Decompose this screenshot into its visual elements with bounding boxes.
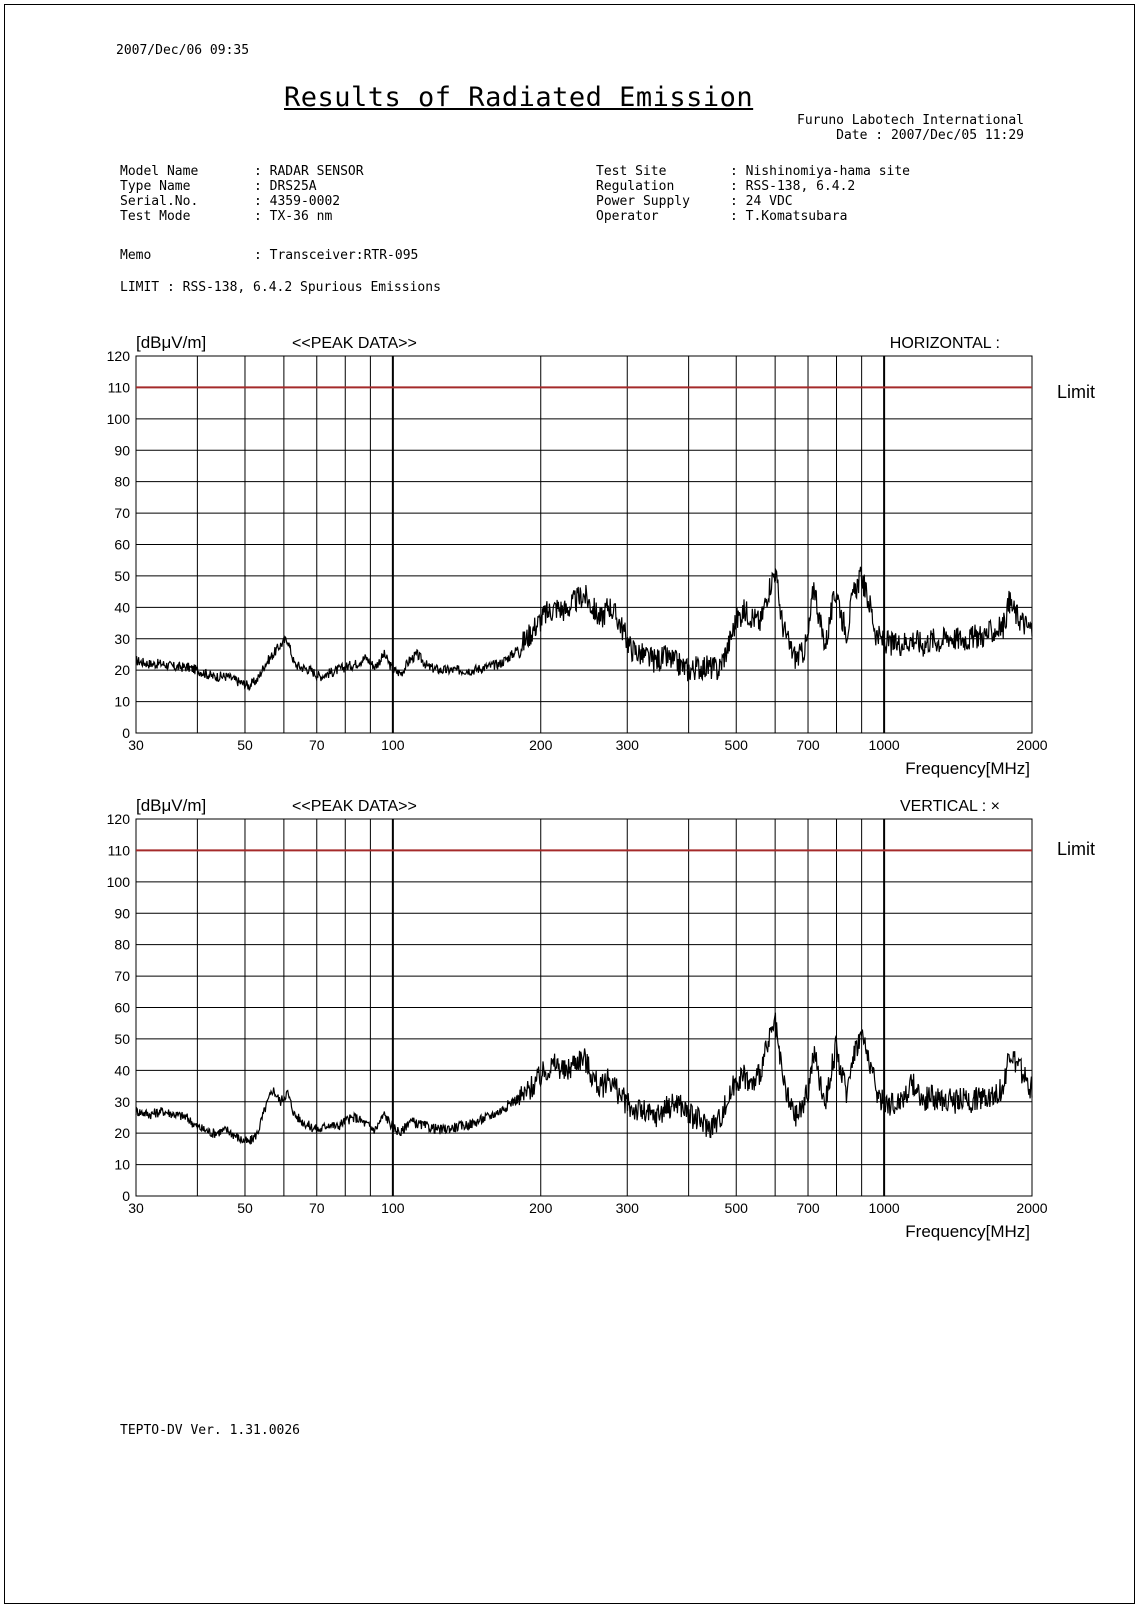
y-tick-label: 10 bbox=[114, 694, 130, 710]
x-tick-label: 1000 bbox=[869, 737, 900, 753]
company-name: Furuno Labotech International bbox=[797, 113, 1024, 128]
chart-data-label: <<PEAK DATA>> bbox=[292, 335, 417, 352]
y-tick-label: 90 bbox=[114, 905, 130, 921]
x-tick-label: 500 bbox=[725, 737, 749, 753]
y-tick-label: 100 bbox=[107, 411, 131, 427]
x-tick-label: 300 bbox=[616, 737, 640, 753]
chart-polarization: VERTICAL : × bbox=[900, 798, 1000, 815]
y-tick-label: 90 bbox=[114, 442, 130, 458]
y-tick-label: 20 bbox=[114, 1125, 130, 1141]
y-tick-label: 40 bbox=[114, 599, 130, 615]
y-tick-label: 70 bbox=[114, 505, 130, 521]
page-border bbox=[4, 4, 1135, 1604]
report-title: Results of Radiated Emission bbox=[284, 82, 754, 113]
y-tick-label: 50 bbox=[114, 568, 130, 584]
x-tick-label: 50 bbox=[237, 737, 253, 753]
y-tick-label: 80 bbox=[114, 474, 130, 490]
info-value: : DRS25A bbox=[254, 179, 317, 194]
chart-unit-label: [dBμV/m] bbox=[136, 796, 206, 815]
y-tick-label: 60 bbox=[114, 537, 130, 553]
memo-row: Memo : Transceiver:RTR-095 bbox=[120, 248, 418, 263]
y-tick-label: 120 bbox=[107, 811, 131, 827]
chart-x-label: Frequency[MHz] bbox=[905, 759, 1030, 778]
x-tick-label: 70 bbox=[309, 1200, 325, 1216]
y-tick-label: 30 bbox=[114, 631, 130, 647]
chart-data-label: <<PEAK DATA>> bbox=[292, 798, 417, 815]
y-tick-label: 70 bbox=[114, 968, 130, 984]
info-row: Memo : Transceiver:RTR-095 bbox=[120, 248, 418, 263]
info-row: Type Name : DRS25A bbox=[120, 179, 364, 194]
info-value: : TX-36 nm bbox=[254, 209, 333, 224]
x-tick-label: 700 bbox=[796, 1200, 820, 1216]
info-label: Operator bbox=[596, 209, 659, 224]
report-timestamp: 2007/Dec/06 09:35 bbox=[116, 43, 250, 58]
x-tick-label: 500 bbox=[725, 1200, 749, 1216]
memo-value: : Transceiver:RTR-095 bbox=[254, 248, 419, 263]
info-value: : 4359-0002 bbox=[254, 194, 341, 209]
info-value: : RSS-138, 6.4.2 bbox=[730, 179, 856, 194]
y-tick-label: 40 bbox=[114, 1062, 130, 1078]
y-tick-label: 110 bbox=[108, 842, 131, 858]
info-value: : T.Komatsubara bbox=[730, 209, 848, 224]
limit-label: Limit bbox=[1057, 839, 1095, 859]
y-tick-label: 60 bbox=[114, 1000, 130, 1016]
x-tick-label: 30 bbox=[128, 1200, 144, 1216]
info-row: Test Mode : TX-36 nm bbox=[120, 209, 364, 224]
info-right: Test Site : Nishinomiya-hama site Regulat… bbox=[596, 164, 910, 224]
limit-label: Limit bbox=[1057, 382, 1095, 402]
info-row: Model Name : RADAR SENSOR bbox=[120, 164, 364, 179]
info-row: Serial.No. : 4359-0002 bbox=[120, 194, 364, 209]
info-row: Test Site : Nishinomiya-hama site bbox=[596, 164, 910, 179]
x-tick-label: 200 bbox=[529, 1200, 553, 1216]
x-tick-label: 1000 bbox=[869, 1200, 900, 1216]
chart-unit-label: [dBμV/m] bbox=[136, 333, 206, 352]
y-tick-label: 120 bbox=[107, 348, 131, 364]
y-tick-label: 80 bbox=[114, 937, 130, 953]
chart-vertical: [dBμV/m] <<PEAK DATA>> VERTICAL : × Freq… bbox=[107, 796, 1095, 1241]
info-row: Regulation : RSS-138, 6.4.2 bbox=[596, 179, 910, 194]
chart-horizontal: [dBμV/m] <<PEAK DATA>> HORIZONTAL : Freq… bbox=[107, 333, 1095, 778]
x-tick-label: 30 bbox=[128, 737, 144, 753]
info-value: : Nishinomiya-hama site bbox=[730, 164, 911, 179]
report-date: Date : 2007/Dec/05 11:29 bbox=[836, 128, 1024, 143]
emission-trace bbox=[135, 566, 1033, 692]
chart-x-label: Frequency[MHz] bbox=[905, 1222, 1030, 1241]
x-tick-label: 100 bbox=[381, 1200, 405, 1216]
memo-label: Memo bbox=[120, 248, 152, 263]
x-tick-label: 300 bbox=[616, 1200, 640, 1216]
info-left: Model Name : RADAR SENSOR Type Name : DRS2… bbox=[120, 164, 364, 224]
limit-description: LIMIT : RSS-138, 6.4.2 Spurious Emission… bbox=[120, 280, 441, 295]
y-tick-label: 30 bbox=[114, 1094, 130, 1110]
y-tick-label: 50 bbox=[114, 1031, 130, 1047]
emission-trace bbox=[135, 1012, 1033, 1146]
x-tick-label: 2000 bbox=[1016, 1200, 1047, 1216]
y-tick-label: 10 bbox=[114, 1157, 130, 1173]
info-label: Power Supply bbox=[596, 194, 690, 209]
x-tick-label: 100 bbox=[381, 737, 405, 753]
x-tick-label: 2000 bbox=[1016, 737, 1047, 753]
y-tick-label: 110 bbox=[108, 379, 131, 395]
info-label: Model Name bbox=[120, 164, 199, 179]
info-value: : 24 VDC bbox=[730, 194, 793, 209]
y-tick-label: 20 bbox=[114, 662, 130, 678]
y-tick-label: 0 bbox=[122, 725, 130, 741]
info-label: Type Name bbox=[120, 179, 191, 194]
x-tick-label: 70 bbox=[309, 737, 325, 753]
info-label: Test Mode bbox=[120, 209, 191, 224]
info-row: Power Supply : 24 VDC bbox=[596, 194, 910, 209]
info-value: : RADAR SENSOR bbox=[254, 164, 364, 179]
y-tick-label: 100 bbox=[107, 874, 131, 890]
info-row: Operator : T.Komatsubara bbox=[596, 209, 910, 224]
chart-polarization: HORIZONTAL : bbox=[890, 335, 1000, 352]
info-label: Test Site bbox=[596, 164, 667, 179]
x-tick-label: 200 bbox=[529, 737, 553, 753]
info-label: Regulation bbox=[596, 179, 675, 194]
x-tick-label: 50 bbox=[237, 1200, 253, 1216]
info-label: Serial.No. bbox=[120, 194, 199, 209]
y-tick-label: 0 bbox=[122, 1188, 130, 1204]
software-version: TEPTO-DV Ver. 1.31.0026 bbox=[120, 1423, 301, 1438]
x-tick-label: 700 bbox=[796, 737, 820, 753]
